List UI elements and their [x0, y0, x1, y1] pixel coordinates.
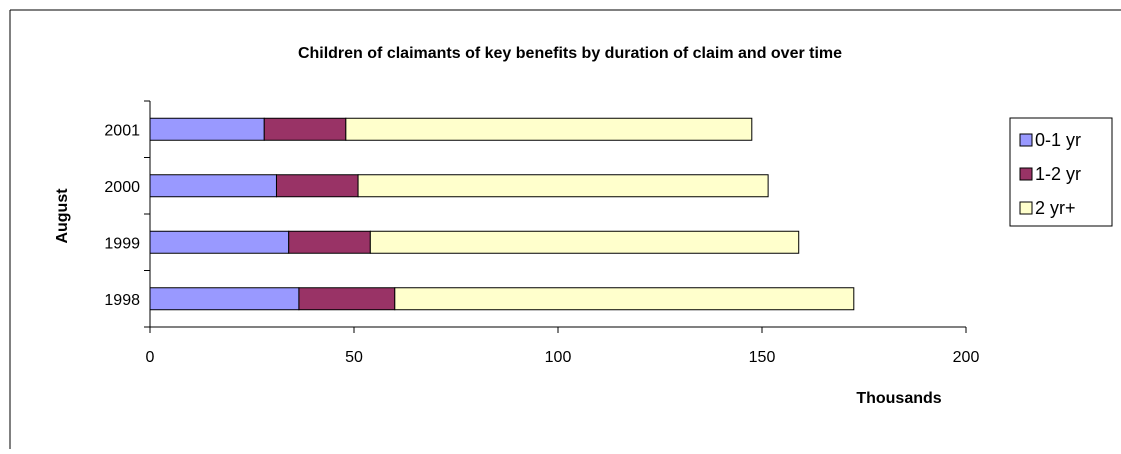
x-tick-label: 150: [749, 349, 776, 366]
bar-segment: [263, 117, 347, 141]
plot-area: 2001 2000 1999 1998 0 50 100 150 200: [104, 100, 980, 366]
legend: 0-1 yr 1-2 yr 2 yr+: [1009, 117, 1113, 227]
y-tick-label: 1999: [104, 235, 140, 252]
x-tick-label: 0: [146, 349, 155, 366]
legend-swatch: [1019, 133, 1033, 147]
x-tick-label: 100: [545, 349, 572, 366]
x-tick-label: 200: [953, 349, 980, 366]
bar-segment: [394, 287, 855, 311]
y-axis-title: August: [54, 188, 71, 244]
legend-swatch: [1019, 201, 1033, 215]
bar-segment: [149, 287, 300, 311]
legend-label: 0-1 yr: [1035, 130, 1081, 150]
bar-segment: [149, 174, 277, 198]
bar-segment: [357, 174, 769, 198]
bar-segment: [149, 230, 290, 254]
bar-segment: [369, 230, 800, 254]
legend-label: 2 yr+: [1035, 198, 1076, 218]
legend-swatch: [1019, 167, 1033, 181]
y-tick-label: 2000: [104, 179, 140, 196]
bar-segment: [275, 174, 359, 198]
bar-segment: [288, 230, 371, 254]
bar-segment: [298, 287, 396, 311]
y-tick-label: 1998: [104, 292, 140, 309]
x-axis-title: Thousands: [856, 390, 941, 407]
chart-title: Children of claimants of key benefits by…: [298, 45, 842, 62]
x-tick-label: 50: [345, 349, 363, 366]
y-tick-label: 2001: [104, 122, 140, 139]
bar-segment: [345, 117, 753, 141]
bar-segment: [149, 117, 265, 141]
legend-label: 1-2 yr: [1035, 164, 1081, 184]
